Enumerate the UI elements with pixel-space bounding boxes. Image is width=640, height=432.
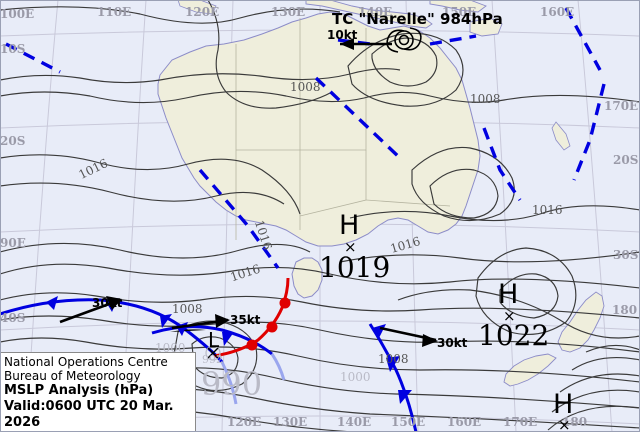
wind-arrow-30kt-west: [59, 296, 122, 324]
wind-arrow-30kt-east: [379, 326, 438, 347]
wind-arrow-35kt: [171, 314, 230, 330]
tasmania-landmass: [291, 257, 323, 299]
nz-north-island: [557, 291, 605, 353]
new-caledonia: [551, 121, 571, 151]
info-line-title: MSLP Analysis (hPa): [4, 383, 154, 398]
state-borders: [235, 18, 451, 240]
trough-lines: [5, 7, 606, 269]
low-centre-marker: [205, 345, 221, 361]
solomon-islands: [469, 17, 503, 37]
australia-landmass: [157, 11, 481, 247]
info-line-valid-utc: Valid:0600 UTC 20 Mar. 2026: [4, 399, 174, 430]
info-line-operations-centre: National Operations Centre: [4, 355, 168, 369]
warm-front: [213, 277, 291, 358]
tc-motion-arrow: [340, 38, 392, 50]
nz-south-island: [503, 353, 557, 387]
analysis-info-box: National Operations Centre Bureau of Met…: [0, 352, 196, 432]
info-line-bureau: Bureau of Meteorology: [4, 369, 141, 383]
png-landmass: [305, 0, 433, 29]
cold-fronts: [0, 296, 418, 432]
timor-island: [177, 0, 217, 15]
tc-symbol-narelle: [386, 27, 422, 53]
